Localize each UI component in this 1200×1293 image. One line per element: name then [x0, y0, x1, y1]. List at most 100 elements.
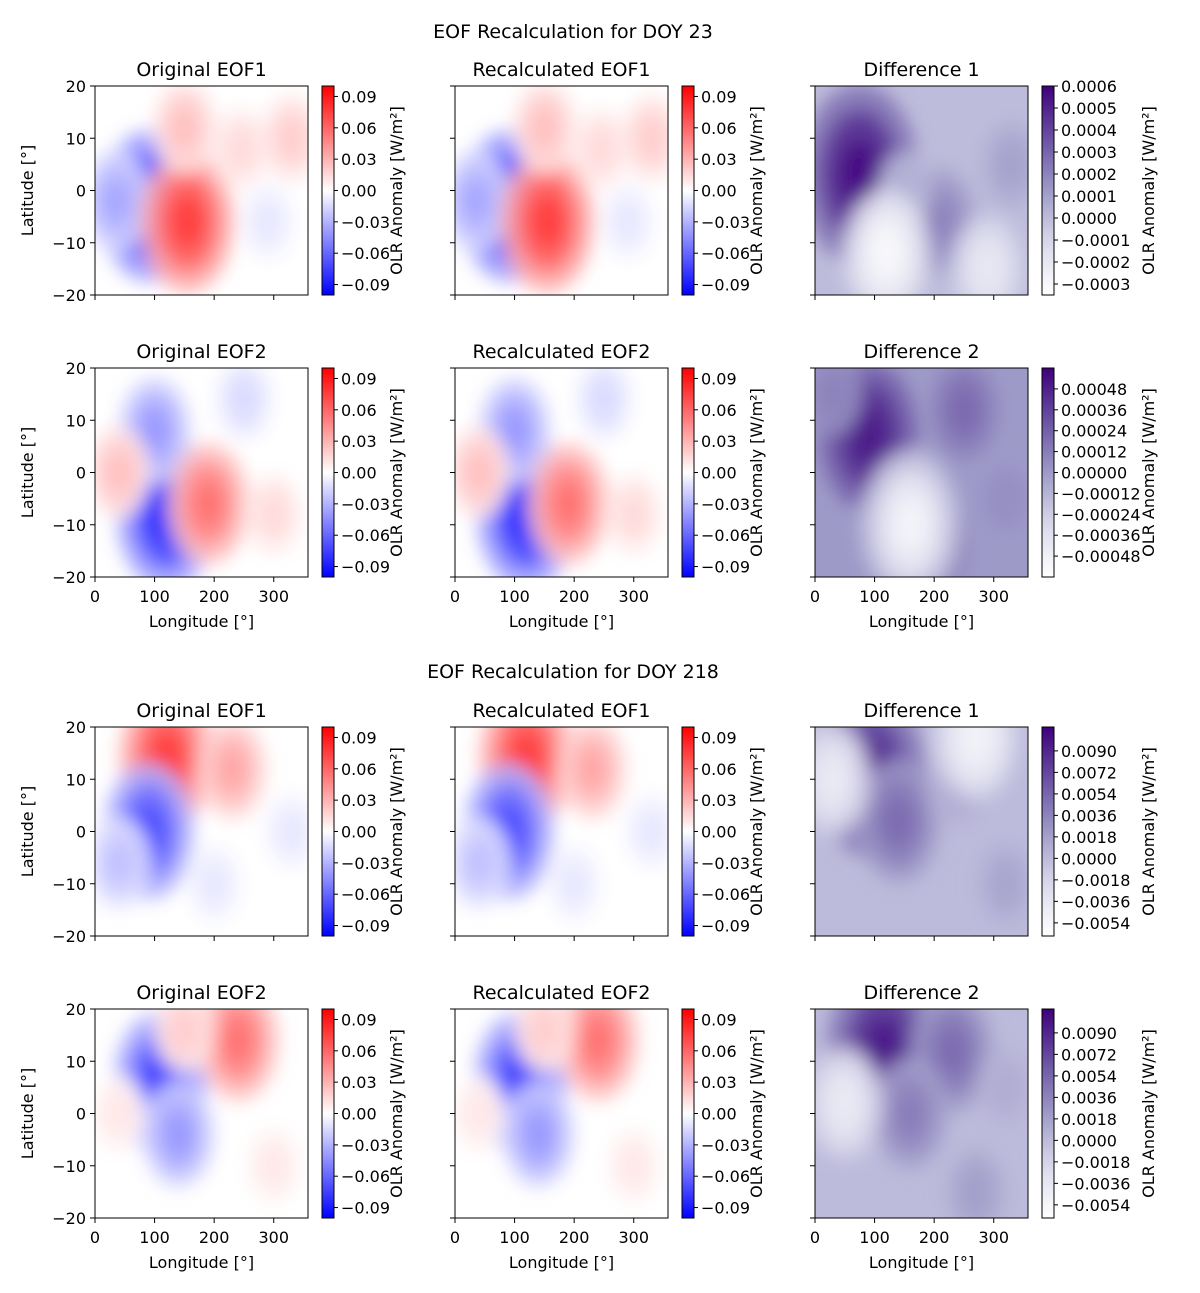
- field-feature: [1000, 147, 1023, 182]
- heatmap-field: [95, 86, 308, 293]
- colorbar-tick-label: 0.0000: [1061, 849, 1117, 868]
- colorbar-label: OLR Anomaly [W/m²]: [387, 388, 406, 557]
- x-tick-label: 200: [199, 587, 230, 606]
- x-tick-label: 200: [919, 1228, 950, 1247]
- colorbar-tick-label: 0.03: [701, 791, 737, 810]
- y-tick-label: −20: [52, 568, 86, 587]
- colorbar-tick-label: 0.0003: [1061, 143, 1117, 162]
- colorbar: [681, 85, 695, 296]
- colorbar-tick-label: −0.09: [341, 276, 390, 295]
- colorbar-label: OLR Anomaly [W/m²]: [1139, 388, 1158, 557]
- heatmap-field: [455, 368, 663, 577]
- figure-title: EOF Recalculation for DOY 218: [427, 661, 719, 683]
- colorbar-tick-label: 0.0090: [1061, 742, 1117, 761]
- field-feature: [170, 194, 205, 250]
- colorbar-tick-label: 0.00: [701, 464, 737, 483]
- colorbar-tick-label: −0.09: [701, 276, 750, 295]
- colorbar-tick-label: 0.09: [701, 87, 737, 106]
- y-axis-label: Latitude [°]: [18, 786, 37, 877]
- colorbar-tick-label: 0.00012: [1061, 443, 1127, 462]
- colorbar-tick-label: 0.0036: [1061, 806, 1117, 825]
- colorbar-tick-label: 0.0000: [1061, 1131, 1117, 1150]
- field-feature: [223, 1016, 253, 1065]
- panel-title: Difference 1: [863, 700, 979, 722]
- colorbar: [1041, 85, 1055, 296]
- x-tick-label: 300: [258, 587, 289, 606]
- heatmap-panel: Recalculated EOF1 0.09 0.06 0.03 0.00 −0.03 −0…: [450, 700, 766, 941]
- colorbar-label: OLR Anomaly [W/m²]: [387, 747, 406, 916]
- colorbar-tick-label: −0.09: [341, 917, 390, 936]
- colorbar-tick-label: 0.0000: [1061, 209, 1117, 228]
- colorbar-tick-label: 0.06: [701, 760, 737, 779]
- y-tick-label: −20: [52, 286, 86, 305]
- panel-title: Original EOF2: [136, 982, 266, 1004]
- y-tick-label: 0: [76, 1105, 86, 1124]
- heatmap-field: [815, 86, 1028, 295]
- field-feature: [640, 121, 663, 156]
- y-tick-label: 10: [66, 1052, 86, 1071]
- colorbar-tick-label: 0.0054: [1061, 1067, 1117, 1086]
- colorbar-tick-label: 0.03: [341, 791, 377, 810]
- field-feature: [819, 757, 847, 802]
- y-tick-label: −20: [52, 1209, 86, 1228]
- chart-row: EOF Recalculation for DOY 23 Original EOF…: [18, 21, 1158, 305]
- x-axis-label: Longitude [°]: [149, 612, 254, 631]
- field-feature: [467, 454, 491, 491]
- colorbar-tick-label: 0.0018: [1061, 828, 1117, 847]
- heatmap-panel: Recalculated EOF1 0.09 0.06 0.03 0.00 −0.03 −0…: [450, 59, 766, 300]
- colorbar-tick-label: −0.03: [341, 213, 390, 232]
- field-feature: [525, 1113, 552, 1156]
- x-axis-label: Longitude [°]: [869, 1253, 974, 1272]
- colorbar-tick-label: 0.0072: [1061, 763, 1117, 782]
- y-tick-label: 10: [66, 770, 86, 789]
- colorbar-tick-label: −0.0018: [1061, 871, 1130, 890]
- colorbar-tick-label: −0.06: [701, 526, 750, 545]
- heatmap-field: [95, 368, 303, 577]
- x-tick-label: 200: [199, 1228, 230, 1247]
- colorbar-tick-label: 0.06: [341, 760, 377, 779]
- colorbar-tick-label: 0.06: [701, 401, 737, 420]
- field-feature: [617, 206, 638, 237]
- colorbar-tick-label: 0.00: [701, 823, 737, 842]
- field-feature: [964, 1174, 988, 1210]
- colorbar-tick-label: 0.03: [701, 1073, 737, 1092]
- colorbar-label: OLR Anomaly [W/m²]: [1139, 1029, 1158, 1198]
- heatmap-field: [455, 1009, 661, 1205]
- field-feature: [263, 498, 285, 531]
- colorbar-tick-label: 0.06: [341, 1042, 377, 1061]
- colorbar-tick-label: −0.06: [701, 885, 750, 904]
- heatmap-field: [815, 1009, 1028, 1218]
- heatmap-panel: Difference 1 0.0006 0.0005 0.0004 0.0003 0.00…: [810, 59, 1158, 300]
- field-feature: [896, 1091, 925, 1136]
- colorbar-label: OLR Anomaly [W/m²]: [747, 388, 766, 557]
- panel-title: Recalculated EOF2: [472, 982, 650, 1004]
- y-tick-label: 10: [66, 411, 86, 430]
- colorbar-tick-label: −0.06: [341, 1167, 390, 1186]
- colorbar-tick-label: −0.06: [341, 244, 390, 263]
- colorbar-tick-label: −0.06: [341, 526, 390, 545]
- field-feature: [951, 390, 977, 430]
- heatmap-field: [815, 368, 1028, 577]
- field-feature: [280, 121, 303, 156]
- x-tick-label: 200: [559, 1228, 590, 1247]
- panel-title: Difference 1: [863, 59, 979, 81]
- heatmap-field: [815, 727, 1028, 926]
- x-tick-label: 0: [90, 587, 100, 606]
- field-feature: [530, 194, 565, 250]
- field-feature: [583, 1016, 613, 1065]
- colorbar-tick-label: −0.0001: [1061, 231, 1130, 250]
- colorbar-tick-label: −0.03: [341, 495, 390, 514]
- heatmap-panel: Original EOF1 20 10 0 −10 −20 Latitude [°] 0.09…: [18, 700, 406, 946]
- colorbar-tick-label: 0.0054: [1061, 785, 1117, 804]
- colorbar-tick-label: 0.00048: [1061, 380, 1127, 399]
- y-tick-label: −10: [52, 516, 86, 535]
- field-feature: [830, 1081, 859, 1126]
- x-axis-label: Longitude [°]: [869, 612, 974, 631]
- field-feature: [233, 383, 255, 416]
- field-feature: [193, 480, 224, 528]
